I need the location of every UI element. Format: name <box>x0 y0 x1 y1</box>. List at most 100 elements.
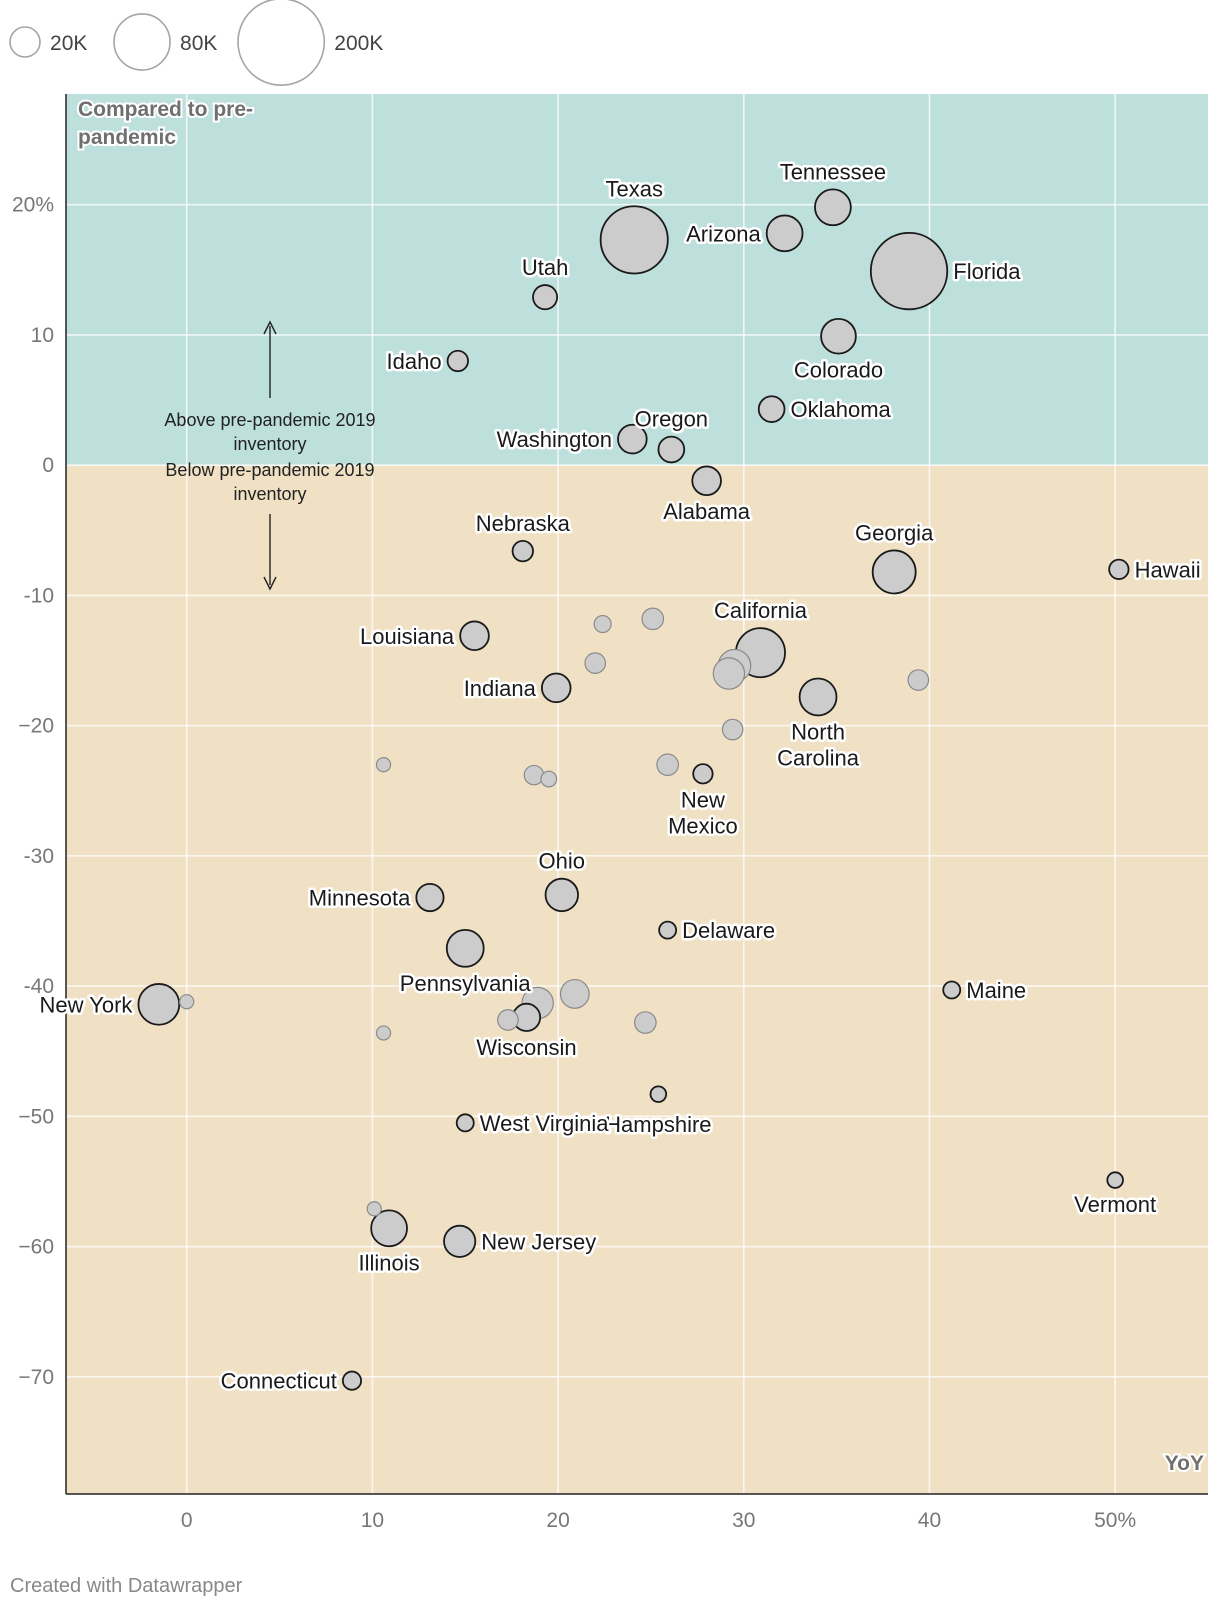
y-tick-label: -40 <box>24 975 54 998</box>
legend-circle-200k <box>237 0 326 86</box>
point-illinois[interactable] <box>370 1209 408 1248</box>
label-ohio: Ohio <box>539 849 585 874</box>
point-arizona[interactable] <box>765 214 804 253</box>
legend-circle-20k <box>9 26 41 58</box>
label-indiana: Indiana <box>464 676 537 701</box>
point-nebraska[interactable] <box>511 539 534 563</box>
label-new-york: New York <box>39 992 133 1017</box>
point-hawaii[interactable] <box>1108 558 1130 580</box>
point-oklahoma[interactable] <box>757 395 786 423</box>
zone-title: Compared to pre-pandemic <box>78 98 253 149</box>
annotation-below-line1: Below pre-pandemic 2019 <box>165 460 374 480</box>
y-tick-label: 10 <box>31 324 54 347</box>
label-delaware: Delaware <box>682 918 775 943</box>
label-wisconsin: Wisconsin <box>476 1035 576 1060</box>
point-unlabeled[interactable] <box>721 718 744 741</box>
legend-label-20k: 20K <box>50 32 87 55</box>
point-oregon[interactable] <box>657 435 686 464</box>
point-connecticut[interactable] <box>341 1370 362 1391</box>
label-west-virginia: West Virginia <box>480 1111 610 1136</box>
point-idaho[interactable] <box>446 349 469 373</box>
label-new-hampshire: Hampshire <box>605 1112 711 1137</box>
point-indiana[interactable] <box>540 672 572 704</box>
point-colorado[interactable] <box>820 317 857 355</box>
point-unlabeled[interactable] <box>375 1025 392 1041</box>
point-new-mexico[interactable] <box>692 763 714 785</box>
point-unlabeled[interactable] <box>634 1011 657 1034</box>
x-tick-label: 40 <box>918 1509 941 1532</box>
y-tick-label: −70 <box>18 1366 54 1389</box>
label-alabama: Alabama <box>663 499 751 524</box>
point-georgia[interactable] <box>871 549 917 595</box>
point-utah[interactable] <box>532 284 559 311</box>
point-unlabeled[interactable] <box>375 757 392 773</box>
label-pennsylvania: Pennsylvania <box>400 971 532 996</box>
x-tick-label: 0 <box>181 1509 193 1532</box>
point-unlabeled[interactable] <box>540 770 558 788</box>
y-tick-label: −60 <box>18 1236 54 1259</box>
point-pennsylvania[interactable] <box>445 928 485 968</box>
label-georgia: Georgia <box>855 520 934 545</box>
y-tick-label: −20 <box>18 715 54 738</box>
label-vermont: Vermont <box>1074 1192 1156 1217</box>
point-new-jersey[interactable] <box>443 1224 477 1258</box>
above-zone <box>66 94 1208 466</box>
point-delaware[interactable] <box>658 920 678 940</box>
x-tick-label: 10 <box>361 1509 384 1532</box>
x-tick-label: 20 <box>546 1509 569 1532</box>
point-unlabeled[interactable] <box>584 652 607 674</box>
point-unlabeled[interactable] <box>641 607 665 631</box>
x-tick-label: 30 <box>732 1509 755 1532</box>
label-minnesota: Minnesota <box>309 886 411 911</box>
label-florida: Florida <box>953 259 1021 284</box>
point-unlabeled[interactable] <box>179 994 195 1010</box>
point-maine[interactable] <box>942 980 962 1000</box>
point-unlabeled[interactable] <box>366 1201 382 1217</box>
below-zone <box>66 465 1208 1494</box>
y-tick-label: 20% <box>12 194 54 217</box>
legend-circle-80k <box>113 13 171 71</box>
up-arrow-icon <box>263 320 277 335</box>
point-unlabeled[interactable] <box>523 764 545 786</box>
label-connecticut: Connecticut <box>221 1369 337 1394</box>
label-texas: Texas <box>605 176 662 201</box>
y-tick-label: -30 <box>24 845 54 868</box>
label-tennessee: Tennessee <box>780 159 886 184</box>
down-arrow-icon <box>263 576 277 591</box>
point-ohio[interactable] <box>544 877 579 913</box>
point-north-carolina[interactable] <box>798 677 838 717</box>
point-new-hampshire[interactable] <box>649 1085 668 1103</box>
point-tennessee[interactable] <box>814 188 852 227</box>
point-unlabeled[interactable] <box>712 657 746 690</box>
label-new-jersey: New Jersey <box>481 1229 596 1254</box>
point-vermont[interactable] <box>1106 1171 1124 1189</box>
point-unlabeled[interactable] <box>593 614 612 634</box>
point-minnesota[interactable] <box>415 882 445 913</box>
point-alabama[interactable] <box>691 465 722 497</box>
legend-label-80k: 80K <box>180 32 217 55</box>
x-axis-title: YoY <box>1165 1452 1204 1475</box>
point-unlabeled[interactable] <box>907 669 930 691</box>
label-illinois: Illinois <box>359 1250 420 1275</box>
point-texas[interactable] <box>599 205 669 275</box>
footer-credit: Created with Datawrapper <box>10 1575 243 1597</box>
point-west-virginia[interactable] <box>455 1113 475 1133</box>
y-tick-label: 0 <box>42 454 54 477</box>
point-louisiana[interactable] <box>459 620 490 652</box>
label-nebraska: Nebraska <box>476 511 571 536</box>
point-unlabeled[interactable] <box>656 753 679 777</box>
point-florida[interactable] <box>869 231 949 311</box>
x-tick-label: 50% <box>1094 1509 1136 1532</box>
point-washington[interactable] <box>617 423 648 455</box>
label-hawaii: Hawaii <box>1135 557 1201 582</box>
label-california: California <box>714 598 808 623</box>
annotation-above-line1: Above pre-pandemic 2019 <box>164 410 375 430</box>
point-new-york[interactable] <box>137 983 181 1026</box>
label-idaho: Idaho <box>387 349 442 374</box>
label-washington: Washington <box>497 427 612 452</box>
point-unlabeled[interactable] <box>559 978 590 1009</box>
label-oregon: Oregon <box>635 407 708 432</box>
point-unlabeled[interactable] <box>497 1009 519 1031</box>
legend-label-200k: 200K <box>334 32 383 55</box>
